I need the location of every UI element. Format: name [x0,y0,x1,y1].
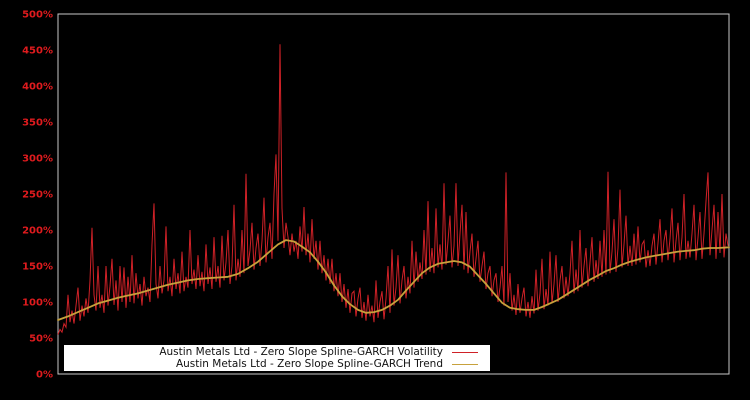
legend-label-volatility: Austin Metals Ltd - Zero Slope Spline-GA… [159,346,443,358]
y-tick-label: 300% [22,154,53,165]
trend-series-line [57,239,730,321]
legend-entry-volatility: Austin Metals Ltd - Zero Slope Spline-GA… [68,346,480,358]
y-tick-label: 350% [22,118,53,129]
legend-box: Austin Metals Ltd - Zero Slope Spline-GA… [64,345,490,371]
volatility-line-swatch [452,351,478,353]
y-tick-label: 50% [29,334,53,345]
y-tick-label: 0% [36,370,53,381]
y-tick-label: 500% [22,10,53,21]
y-tick-label: 150% [22,262,53,273]
y-tick-label: 100% [22,298,53,309]
legend-entry-trend: Austin Metals Ltd - Zero Slope Spline-GA… [68,358,480,370]
y-tick-label: 450% [22,46,53,57]
volatility-series-line [57,44,729,335]
legend-label-trend: Austin Metals Ltd - Zero Slope Spline-GA… [175,358,443,370]
y-tick-label: 250% [22,190,53,201]
trend-line-swatch [452,363,478,365]
y-tick-label: 400% [22,82,53,93]
plot-border [57,13,730,375]
y-tick-label: 200% [22,226,53,237]
